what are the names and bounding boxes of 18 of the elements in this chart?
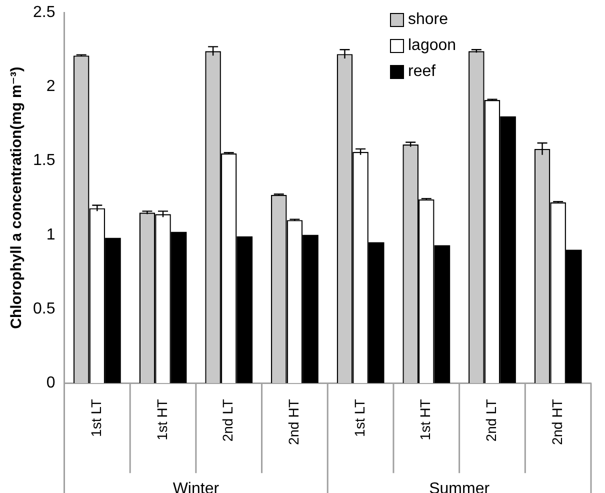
y-axis-title: Chlorophyll a concentration(mg m⁻³) bbox=[8, 66, 26, 329]
y-tick-label: 2.5 bbox=[32, 4, 56, 22]
y-tick-label: 0 bbox=[46, 374, 56, 392]
x-tick-label: 2nd LT bbox=[483, 398, 500, 442]
x-tick-label: 1st LT bbox=[88, 398, 104, 437]
x-tick-label: 1st HT bbox=[154, 398, 170, 440]
y-tick-label: 0.5 bbox=[32, 300, 56, 318]
y-tick-label: 1.5 bbox=[32, 152, 56, 170]
legend-label: lagoon bbox=[408, 36, 456, 56]
legend-label: shore bbox=[408, 10, 448, 30]
legend-label: reef bbox=[408, 62, 436, 82]
x-tick-label: 1st LT bbox=[351, 398, 368, 437]
x-tick-label: 2nd HT bbox=[286, 398, 302, 446]
x-tick-label: 2nd LT bbox=[220, 398, 236, 442]
x-tick-label: 2nd HT bbox=[548, 398, 565, 446]
y-tick-label: 2 bbox=[46, 78, 56, 96]
y-tick-label: 1 bbox=[46, 226, 56, 244]
x-tick-label: 1st HT bbox=[417, 398, 434, 440]
